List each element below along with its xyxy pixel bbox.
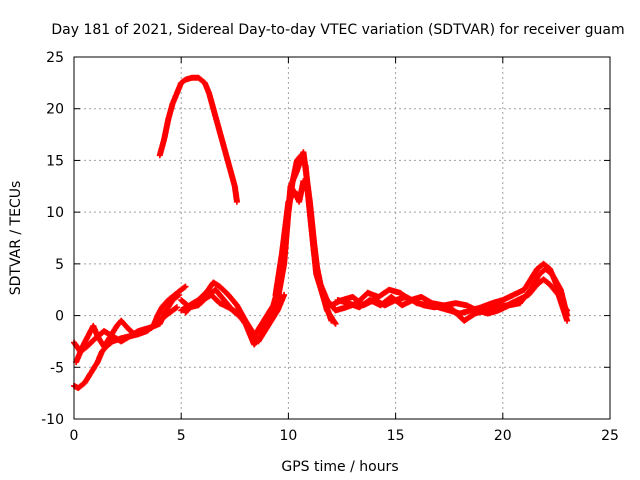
data-trace bbox=[276, 149, 339, 327]
data-trace bbox=[182, 291, 281, 348]
chart-title: Day 181 of 2021, Sidereal Day-to-day VTE… bbox=[51, 22, 624, 38]
y-tick-label: 20 bbox=[46, 102, 64, 118]
y-axis-label: SDTVAR / TECUs bbox=[8, 181, 24, 296]
x-tick-label: 15 bbox=[387, 428, 405, 444]
y-tick-label: 10 bbox=[46, 205, 64, 221]
y-tick-label: 25 bbox=[46, 50, 64, 66]
x-tick-label: 5 bbox=[177, 428, 186, 444]
data-point-markers bbox=[334, 266, 571, 319]
data-point-markers bbox=[276, 149, 339, 327]
y-tick-label: -10 bbox=[41, 412, 64, 428]
y-tick-label: 15 bbox=[46, 153, 64, 169]
y-tick-label: 0 bbox=[55, 309, 64, 325]
x-tick-label: 0 bbox=[70, 428, 79, 444]
grid bbox=[74, 57, 610, 419]
plot-frame bbox=[73, 56, 611, 420]
data-point-markers bbox=[156, 74, 240, 205]
data-trace bbox=[334, 266, 571, 319]
y-tick-label: -5 bbox=[50, 360, 64, 376]
x-tick-label: 25 bbox=[601, 428, 619, 444]
data-point-markers bbox=[182, 291, 281, 348]
x-axis-label: GPS time / hours bbox=[281, 459, 398, 475]
data-series bbox=[71, 74, 571, 391]
data-point-markers bbox=[73, 304, 180, 366]
x-tick-label: 10 bbox=[279, 428, 297, 444]
x-tick-label: 20 bbox=[494, 428, 512, 444]
data-trace bbox=[156, 74, 240, 205]
axes: 0 5 10 15 20 25 -10 -5 0 5 10 15 20 25 bbox=[41, 50, 619, 444]
data-trace bbox=[73, 304, 180, 366]
y-tick-label: 5 bbox=[55, 257, 64, 273]
